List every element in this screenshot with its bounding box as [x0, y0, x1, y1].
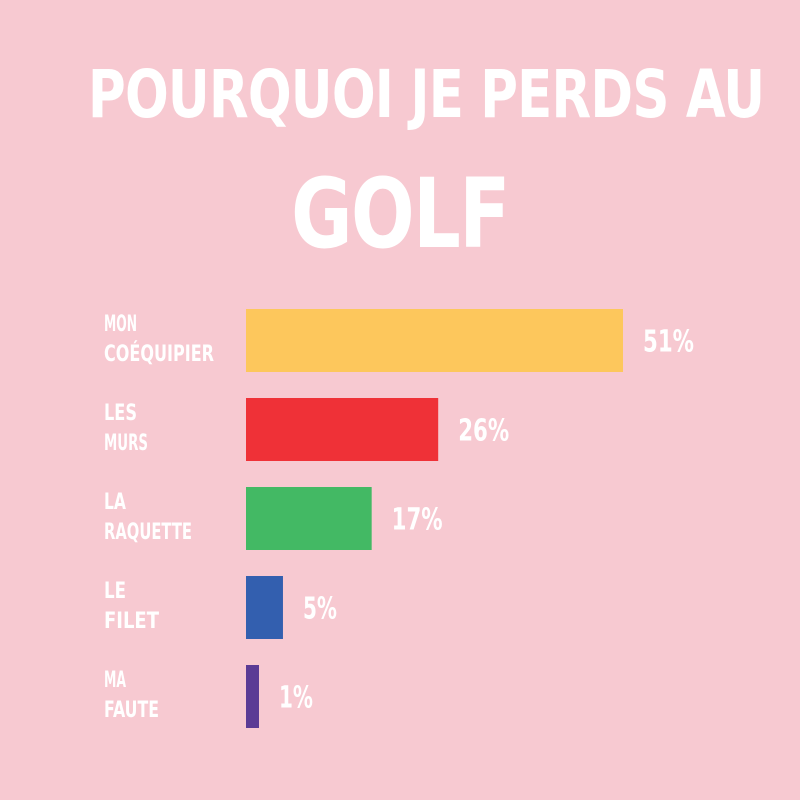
category-label-0-1: COÉQUIPIER: [104, 341, 214, 367]
category-label-4-0: MA: [104, 668, 126, 693]
value-label-4: 1%: [279, 681, 313, 716]
value-label-2: 17%: [392, 503, 443, 538]
bar-2: [246, 487, 372, 550]
bar-0: [246, 309, 623, 372]
title-line-1: POURQUOI JE PERDS AU: [88, 56, 765, 133]
value-label-1: 26%: [458, 414, 509, 449]
value-label-0: 51%: [643, 325, 694, 360]
category-label-3-0: LE: [104, 579, 126, 604]
bar-4: [246, 665, 259, 728]
category-label-2-1: RAQUETTE: [104, 520, 192, 545]
bar-3: [246, 576, 283, 639]
bar-1: [246, 398, 439, 461]
category-label-4-1: FAUTE: [104, 698, 159, 723]
title-line-2: GOLF: [291, 158, 510, 270]
category-label-3-1: FILET: [104, 609, 159, 634]
category-label-1-0: LES: [104, 401, 137, 426]
category-label-0-0: MON: [104, 312, 137, 337]
value-label-3: 5%: [303, 592, 337, 627]
category-label-2-0: LA: [104, 490, 126, 515]
category-label-1-1: MURS: [104, 431, 148, 456]
